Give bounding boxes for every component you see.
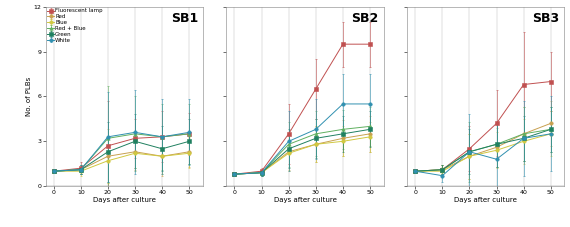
X-axis label: Days after culture: Days after culture xyxy=(274,197,336,203)
Legend: Fluorescent lamp, Red, Blue, Red + Blue, Green, White: Fluorescent lamp, Red, Blue, Red + Blue,… xyxy=(47,8,103,43)
Y-axis label: No. of PLBs: No. of PLBs xyxy=(26,77,32,116)
Text: SB3: SB3 xyxy=(532,12,560,25)
Text: SB1: SB1 xyxy=(171,12,198,25)
X-axis label: Days after culture: Days after culture xyxy=(454,197,517,203)
X-axis label: Days after culture: Days after culture xyxy=(93,197,156,203)
Text: SB2: SB2 xyxy=(352,12,379,25)
